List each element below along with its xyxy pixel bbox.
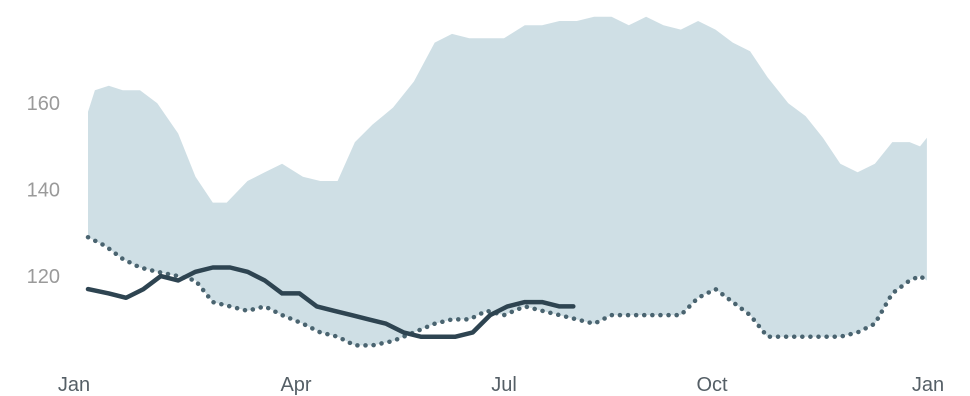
x-tick-label: Jul: [491, 374, 517, 396]
y-tick-label: 140: [27, 180, 60, 202]
y-tick-label: 120: [27, 266, 60, 288]
range-area: [88, 16, 927, 346]
x-tick-label: Apr: [280, 374, 311, 396]
y-tick-label: 160: [27, 93, 60, 115]
x-tick-label: Jan: [58, 374, 90, 396]
x-tick-label: Jan: [912, 374, 944, 396]
plot-area: [85, 16, 930, 348]
x-axis: Jan Apr Jul Oct Jan: [58, 374, 944, 396]
x-tick-label: Oct: [696, 374, 728, 396]
current-series-line: [85, 265, 576, 339]
y-axis: 120 140 160: [27, 93, 60, 288]
range-lower-dotted-line: [85, 234, 930, 348]
